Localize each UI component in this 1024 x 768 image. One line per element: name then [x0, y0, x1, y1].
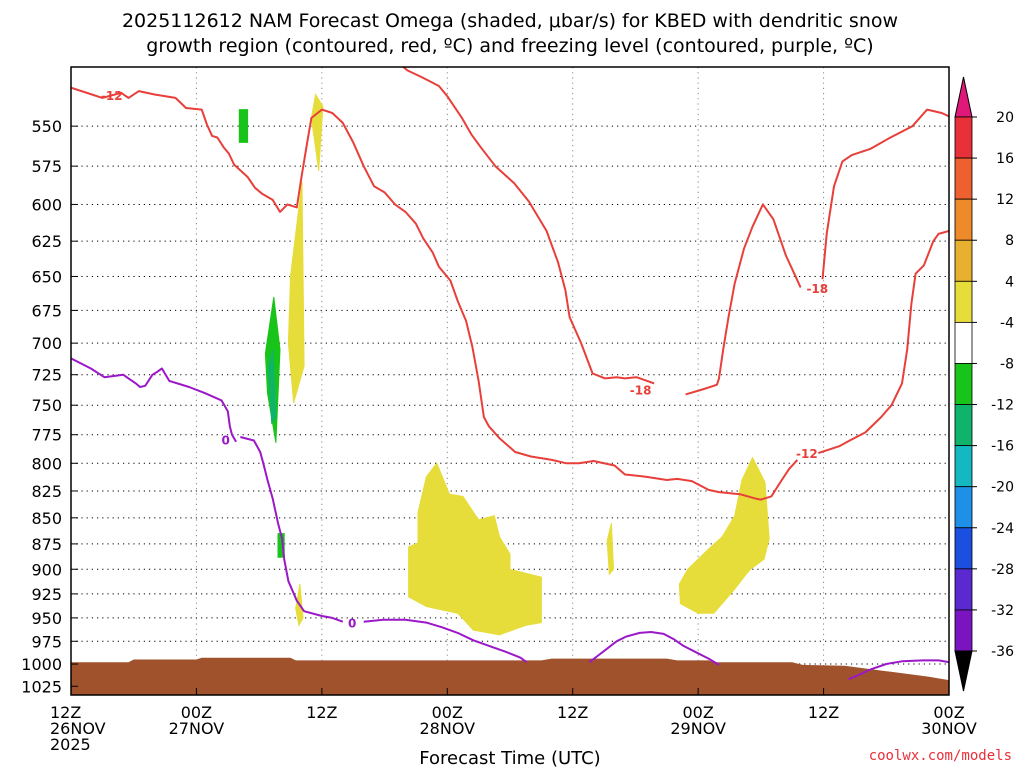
colorbar: 20 16 12 8 4 -4 -8 -12 -16 -20 -24 -28 -32 -36	[954, 76, 1014, 692]
colorbar-tick-label: -28	[991, 562, 1014, 578]
y-tick-label: 825	[31, 482, 62, 501]
colorbar-tick-label: -4	[1000, 315, 1014, 331]
omega-region	[310, 93, 324, 171]
colorbar-band	[954, 404, 973, 447]
colorbar-top-arrow	[954, 76, 973, 118]
y-tick-label: 750	[31, 396, 62, 415]
terrain-fill	[71, 657, 949, 695]
omega-region	[238, 109, 249, 143]
x-tick-label: 30NOV	[921, 719, 977, 738]
colorbar-band	[954, 157, 973, 200]
y-axis-ticks: 550 575 600 625 650 675 700 725 750 775 800 825 850 8…	[21, 117, 78, 696]
colorbar-band	[954, 568, 973, 611]
x-tick-label: 00Z	[933, 703, 964, 722]
x-tick-label: 12Z	[557, 703, 588, 722]
colorbar-band	[954, 280, 973, 323]
colorbar-tick-label: 8	[1005, 233, 1014, 249]
contour-line	[240, 436, 344, 623]
y-tick-label: 550	[31, 117, 62, 136]
contour-line	[848, 659, 949, 681]
x-tick-label: 2025	[50, 735, 91, 754]
y-tick-label: 950	[31, 609, 62, 628]
y-tick-label: 775	[31, 426, 62, 445]
contour-labels: -12 -12 -18 -18 0 0	[101, 89, 828, 630]
colorbar-tick-label: -8	[1000, 356, 1014, 372]
y-tick-label: 700	[31, 334, 62, 353]
x-tick-label: 12Z	[50, 703, 81, 722]
y-tick-label: 925	[31, 585, 62, 604]
colorbar-band	[954, 116, 973, 159]
x-tick-label: 12Z	[808, 703, 839, 722]
y-tick-label: 575	[31, 157, 62, 176]
y-tick-label: 975	[31, 632, 62, 651]
contour-line	[71, 86, 799, 501]
contour-lines	[71, 67, 949, 681]
y-tick-label: 625	[31, 232, 62, 251]
colorbar-tick-label: -24	[991, 521, 1014, 537]
colorbar-band	[954, 363, 973, 405]
colorbar-tick-label: -12	[991, 398, 1014, 414]
colorbar-band	[954, 486, 973, 529]
chart-title-line1: 2025112612 NAM Forecast Omega (shaded, μ…	[122, 10, 898, 32]
colorbar-tick-label: 12	[996, 192, 1014, 208]
contour-line	[685, 203, 802, 396]
y-tick-label: 675	[31, 301, 62, 320]
colorbar-band	[954, 527, 973, 570]
colorbar-tick-label: 4	[1005, 274, 1014, 290]
x-tick-label: 12Z	[306, 703, 337, 722]
contour-line	[588, 631, 720, 666]
colorbar-band	[954, 239, 973, 282]
colorbar-band	[954, 609, 973, 652]
credit-text: coolwx.com/models	[869, 748, 1012, 764]
contour-line	[363, 618, 528, 664]
y-tick-label: 725	[31, 366, 62, 385]
x-tick-label: 28NOV	[419, 719, 475, 738]
contour-label: -12	[101, 89, 123, 103]
contour-line	[821, 108, 949, 280]
colorbar-tick-label: -32	[991, 603, 1014, 619]
x-tick-label: 29NOV	[670, 719, 726, 738]
colorbar-tick-label: -20	[991, 480, 1014, 496]
contour-line	[71, 357, 237, 443]
omega-region	[287, 181, 305, 403]
contour-label: 0	[222, 434, 230, 448]
y-tick-label: 900	[31, 560, 62, 579]
contour-label: -18	[806, 282, 828, 296]
x-tick-label: 00Z	[181, 703, 212, 722]
colorbar-tick-label: -16	[991, 439, 1014, 455]
omega-region	[267, 349, 277, 425]
colorbar-band	[954, 198, 973, 241]
y-tick-label: 800	[31, 454, 62, 473]
contour-label: -12	[796, 447, 818, 461]
x-axis-label: Forecast Time (UTC)	[419, 748, 600, 768]
y-tick-label: 650	[31, 267, 62, 286]
omega-region	[606, 522, 615, 576]
x-tick-label: 00Z	[432, 703, 463, 722]
plot-frame	[70, 66, 950, 696]
x-tick-label: 26NOV	[50, 719, 106, 738]
omega-region	[408, 462, 542, 636]
x-tick-label: 27NOV	[169, 719, 225, 738]
grid	[71, 67, 949, 695]
colorbar-tick-label: 16	[996, 151, 1014, 167]
contour-line	[401, 67, 655, 385]
y-tick-label: 875	[31, 535, 62, 554]
chart-title-line2: growth region (contoured, red, ºC) and f…	[146, 35, 873, 57]
contour-label: 0	[348, 617, 356, 631]
colorbar-tick-label: -36	[991, 644, 1014, 660]
x-tick-label: 00Z	[682, 703, 713, 722]
contour-line	[817, 230, 949, 455]
surface-terrain	[71, 657, 949, 695]
colorbar-band	[954, 445, 973, 488]
y-tick-label: 1025	[21, 677, 62, 696]
colorbar-tick-label: 20	[996, 110, 1014, 126]
y-tick-label: 1000	[21, 655, 62, 674]
contour-label: -18	[630, 384, 652, 398]
colorbar-band	[954, 321, 973, 364]
colorbar-bottom-arrow	[954, 650, 973, 692]
y-tick-label: 850	[31, 509, 62, 528]
y-tick-label: 600	[31, 195, 62, 214]
